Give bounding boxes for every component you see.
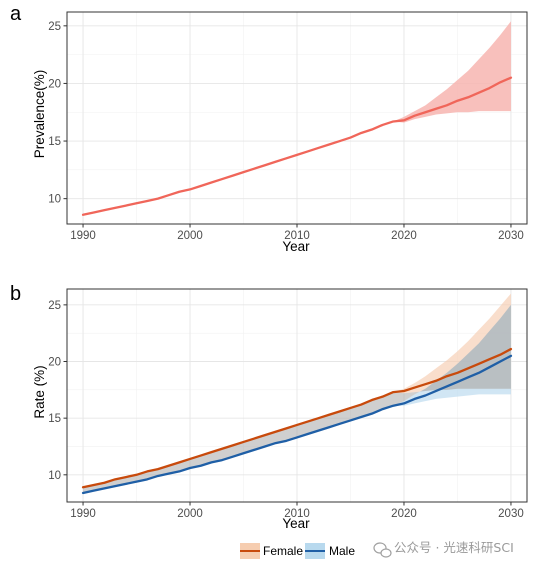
panel-b-x-tick-label: 1990 xyxy=(70,508,96,520)
panel-a: a 1990 2000 2010 2020 2030 10 15 20 25 Year Prev… xyxy=(10,3,528,254)
panel-a-x-tick-label: 2020 xyxy=(391,230,417,242)
legend-item-female: Female xyxy=(240,543,303,559)
legend-label-female: Female xyxy=(263,544,303,558)
panel-b-line-female xyxy=(81,347,513,489)
panel-b-x-tick-label: 2000 xyxy=(177,508,203,520)
panel-a-line-series-0 xyxy=(81,76,513,216)
panel-a-y-tick-label: 15 xyxy=(48,136,61,148)
panel-a-plot: 1990 2000 2010 2020 2030 10 15 20 25 xyxy=(48,11,528,242)
watermark-text: 公众号 · 光速科研SCI xyxy=(394,540,514,555)
panel-b-y-tick-label: 15 xyxy=(48,413,61,425)
panel-a-letter: a xyxy=(10,3,22,25)
panel-a-x-axis-title: Year xyxy=(282,239,310,254)
panel-b-x-tick-label: 2030 xyxy=(498,508,524,520)
panel-b-x-tick-label: 2020 xyxy=(391,508,417,520)
panel-b: b 1990 2000 2010 2020 2030 10 15 20 25 Year Rate… xyxy=(10,283,528,531)
legend-label-male: Male xyxy=(329,544,355,558)
panel-a-y-tick-label: 10 xyxy=(48,194,61,206)
panel-b-x-tick-label: 2010 xyxy=(284,508,310,520)
panel-b-line-male xyxy=(81,354,513,495)
watermark: 公众号 · 光速科研SCI xyxy=(373,540,514,558)
panel-b-ci-band-male xyxy=(83,304,511,493)
panel-b-y-tick-label: 20 xyxy=(48,357,61,369)
panel-a-x-tick-label: 2000 xyxy=(177,230,203,242)
panel-b-y-axis-title: Rate (%) xyxy=(32,365,47,418)
panel-b-x-axis-title: Year xyxy=(282,516,310,531)
panel-a-x-tick-label: 2030 xyxy=(498,230,524,242)
panel-a-x-tick-label: 2010 xyxy=(284,230,310,242)
panel-b-letter: b xyxy=(10,283,21,305)
wechat-icon xyxy=(373,542,392,558)
panel-b-y-tick-label: 10 xyxy=(48,470,61,482)
panel-a-y-axis-title: Prevalence(%) xyxy=(32,70,47,159)
panel-b-plot: 1990 2000 2010 2020 2030 10 15 20 25 xyxy=(48,288,528,520)
panel-a-x-tick-label: 1990 xyxy=(70,230,96,242)
legend: Female Male xyxy=(240,543,355,559)
panel-b-y-tick-label: 25 xyxy=(48,300,61,312)
legend-item-male: Male xyxy=(305,543,355,559)
panel-a-y-tick-label: 25 xyxy=(48,21,61,33)
panel-a-y-tick-label: 20 xyxy=(48,78,61,90)
